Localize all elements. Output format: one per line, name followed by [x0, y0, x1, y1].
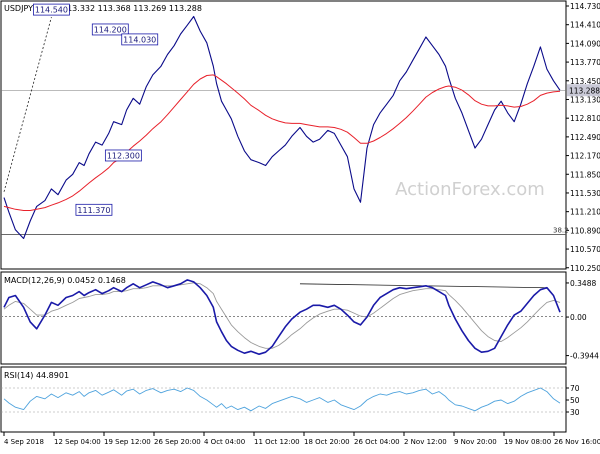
current-price-label: 113.288 [569, 86, 600, 95]
price-tick-label: 113.130 [570, 95, 600, 104]
rsi-tick-label: 50 [570, 396, 580, 405]
label-layer: 114.730 114.410 114.090 113.770 113.450 113.1… [4, 2, 600, 446]
series-layer [3, 15, 561, 412]
current-price-tag [567, 84, 600, 97]
price-tick-label: 114.410 [570, 21, 600, 30]
ema-series-line [3, 74, 561, 211]
rsi-line [3, 387, 561, 412]
price-annotation-box [33, 3, 70, 16]
rsi-tick-label: 70 [570, 384, 580, 393]
x-axis-label: 19 Nov 08:00 [504, 438, 551, 446]
price-series-line [3, 15, 561, 240]
price-tick-label: 112.170 [570, 152, 600, 161]
macd-signal-line [3, 282, 561, 349]
x-axis-label: 4 Oct 04:00 [204, 438, 245, 446]
x-axis-label: 12 Sep 04:00 [54, 438, 101, 446]
watermark: ActionForex.com [395, 179, 545, 200]
price-annotation-box [75, 203, 113, 216]
price-annotation-label: 112.300 [107, 151, 140, 160]
price-annotation-label: 111.370 [77, 206, 110, 215]
price-tick-label: 114.730 [570, 2, 600, 11]
grid-layer [1, 5, 569, 436]
price-tick-label: 111.530 [570, 189, 600, 198]
x-axis-label: 11 Oct 12:00 [254, 438, 300, 446]
x-axis-label: 2 Nov 12:00 [404, 438, 447, 446]
price-annotation-label: 114.030 [123, 35, 156, 44]
price-tick-label: 112.490 [570, 133, 600, 142]
symbol-label: USDJPY,H4 [4, 4, 47, 13]
price-tick-label: 110.890 [570, 226, 600, 235]
price-annotation-label: 114.200 [94, 25, 127, 34]
x-axis-label: 26 Oct 04:00 [354, 438, 400, 446]
x-axis-label: 18 Oct 20:00 [304, 438, 350, 446]
ohlc-readout: 113.332 113.368 113.269 113.288 [62, 4, 202, 13]
price-tick-label: 114.090 [570, 39, 600, 48]
dashed-trendline [3, 16, 52, 192]
price-tick-label: 112.810 [570, 114, 600, 123]
x-axis-label: 26 Sep 20:00 [154, 438, 201, 446]
price-tick-label: 111.850 [570, 170, 600, 179]
price-annotation-box [121, 33, 159, 46]
x-axis-label: 19 Sep 12:00 [104, 438, 151, 446]
macd-tick-label: -0.3944 [570, 352, 599, 361]
price-annotation-box [104, 149, 142, 162]
macd-title: MACD(12,26,9) 0.0452 0.1468 [4, 276, 126, 285]
macd-tick-label: 0.00 [570, 313, 587, 322]
price-annotation-box [91, 23, 129, 36]
macd-panel-frame [0, 271, 567, 365]
x-axis-label: 26 Nov 16:00 [554, 438, 600, 446]
price-tick-label: 110.570 [570, 245, 600, 254]
price-panel-frame [0, 0, 567, 270]
rsi-tick-label: 30 [570, 408, 580, 417]
price-tick-label: 110.250 [570, 264, 600, 273]
price-annotation-label: 114.540 [35, 6, 68, 15]
fib-382-label: 38.2 [553, 226, 569, 234]
macd-tick-label: 0.3488 [570, 279, 596, 288]
rsi-title: RSI(14) 44.8901 [4, 371, 69, 380]
price-tick-label: 113.770 [570, 58, 600, 67]
price-tick-label: 111.210 [570, 208, 600, 217]
macd-line [3, 279, 561, 356]
x-axis-label: 4 Sep 2018 [4, 438, 44, 446]
x-axis-label: 9 Nov 20:00 [454, 438, 497, 446]
price-tick-label: 113.450 [570, 77, 600, 86]
